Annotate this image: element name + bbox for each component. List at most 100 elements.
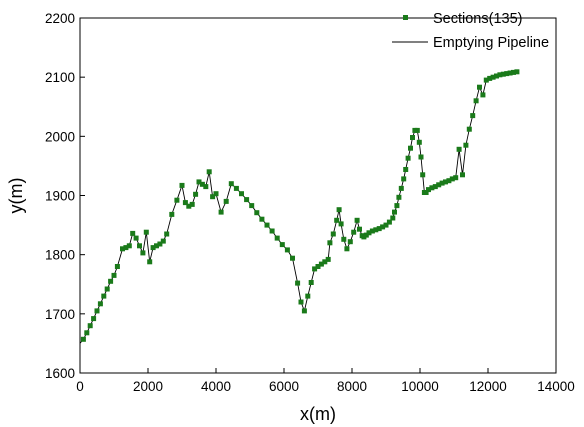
data-point <box>490 74 496 80</box>
data-point <box>408 145 413 151</box>
data-point <box>80 336 86 342</box>
data-point <box>449 176 455 182</box>
data-point <box>351 229 357 235</box>
data-point <box>233 185 239 191</box>
data-point <box>416 139 422 145</box>
data-point <box>264 222 270 228</box>
data-point <box>396 194 402 200</box>
data-point <box>392 209 397 215</box>
data-point <box>179 182 185 188</box>
data-point <box>334 217 340 223</box>
legend: Sections(135) Emptying Pipeline <box>392 11 549 51</box>
data-point <box>182 200 188 206</box>
data-point <box>199 181 205 187</box>
data-point <box>150 245 156 251</box>
data-point <box>394 203 400 209</box>
data-point <box>213 191 219 197</box>
legend-label-emptying-pipeline: Emptying Pipeline <box>433 35 549 51</box>
data-point <box>274 235 280 241</box>
data-point <box>383 222 389 228</box>
data-point <box>366 230 372 236</box>
x-tick-label: 0 <box>76 379 84 394</box>
data-point <box>223 198 229 204</box>
data-point <box>477 84 482 90</box>
data-point <box>418 154 424 160</box>
data-point <box>386 219 392 225</box>
y-axis-title: y(m) <box>6 178 26 214</box>
data-point <box>410 135 415 140</box>
data-point <box>143 229 149 235</box>
data-point <box>308 280 314 285</box>
data-point <box>228 181 234 187</box>
data-point <box>463 142 469 148</box>
x-tick-label: 10000 <box>401 379 439 394</box>
data-point <box>154 243 159 249</box>
axis-tick-labels: 0 2000 4000 6000 8000 10000 12000 14000 1600 1700… <box>45 11 575 394</box>
x-tick-label: 14000 <box>537 379 575 394</box>
data-point <box>432 184 438 190</box>
data-point <box>453 175 459 181</box>
data-point <box>126 243 132 249</box>
data-point <box>206 169 212 175</box>
data-point <box>137 243 142 249</box>
x-tick-label: 2000 <box>133 379 163 394</box>
data-point <box>259 216 265 222</box>
data-point <box>218 209 224 215</box>
data-point <box>420 172 426 178</box>
data-point <box>511 69 516 75</box>
data-point <box>91 316 97 322</box>
data-point <box>357 226 362 232</box>
x-tick-label: 12000 <box>469 379 507 394</box>
data-point <box>301 308 307 314</box>
data-point <box>290 255 295 261</box>
data-point <box>354 217 360 223</box>
data-point <box>504 71 510 77</box>
data-point <box>101 293 107 299</box>
data-point <box>480 92 486 98</box>
data-point <box>269 228 275 234</box>
y-tick-label: 1600 <box>45 366 75 381</box>
data-point <box>140 250 146 256</box>
x-tick-label: 4000 <box>201 379 231 394</box>
data-point <box>426 187 431 193</box>
data-point <box>305 293 311 299</box>
data-point <box>111 272 117 278</box>
data-point <box>376 226 382 232</box>
data-point <box>94 308 100 314</box>
data-point <box>443 179 448 185</box>
data-point <box>210 194 216 200</box>
data-point <box>373 227 379 233</box>
y-tick-label: 2200 <box>45 11 75 26</box>
data-point <box>439 180 445 186</box>
y-tick-label: 2100 <box>45 70 75 85</box>
plot-frame <box>79 17 557 374</box>
data-point <box>157 241 163 247</box>
data-point <box>338 221 344 227</box>
series-layer <box>79 69 520 344</box>
data-point <box>87 323 93 329</box>
data-point <box>84 330 90 336</box>
data-point <box>401 176 407 182</box>
data-point <box>347 239 353 245</box>
data-point <box>483 77 489 83</box>
data-point <box>97 301 103 307</box>
data-point <box>203 184 209 190</box>
data-point <box>174 197 180 203</box>
data-point <box>380 224 386 230</box>
data-point <box>130 230 136 236</box>
data-point <box>403 167 409 172</box>
data-point <box>312 266 318 272</box>
data-point <box>239 191 244 197</box>
series-line-emptying-pipeline <box>79 71 517 344</box>
data-point <box>405 155 411 161</box>
data-point <box>160 238 166 244</box>
data-point <box>193 191 199 197</box>
data-point <box>322 259 328 265</box>
data-point <box>298 299 304 305</box>
x-axis-title: x(m) <box>300 404 336 424</box>
data-point <box>169 211 175 217</box>
data-point <box>123 245 129 251</box>
data-point <box>295 280 301 286</box>
data-point <box>196 179 202 185</box>
